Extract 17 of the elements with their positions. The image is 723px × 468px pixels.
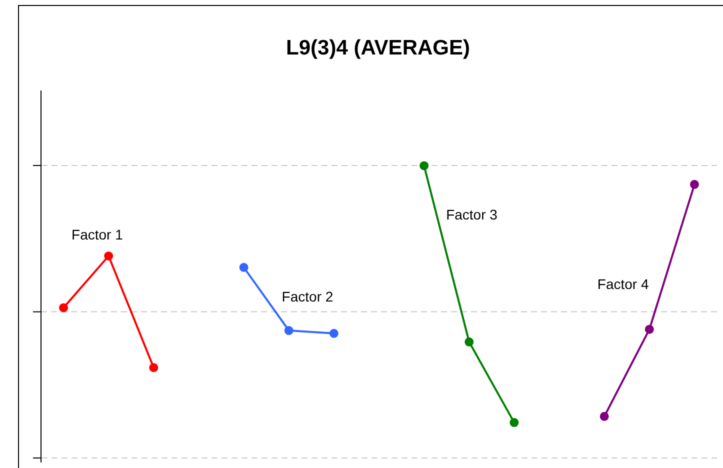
point bbox=[284, 326, 294, 336]
point bbox=[420, 161, 429, 170]
point bbox=[149, 363, 158, 372]
point bbox=[510, 418, 519, 428]
point bbox=[239, 262, 248, 272]
chart-title: L9(3)4 (AVERAGE) bbox=[286, 36, 470, 60]
point bbox=[644, 324, 654, 334]
series-label: Factor 1 bbox=[72, 226, 124, 243]
point bbox=[329, 328, 338, 338]
point bbox=[600, 412, 609, 421]
series-label: Factor 4 bbox=[597, 276, 649, 292]
point bbox=[104, 252, 114, 260]
series-label: Factor 2 bbox=[282, 288, 334, 304]
point bbox=[690, 180, 699, 189]
point bbox=[464, 337, 474, 346]
series-label: Factor 3 bbox=[446, 206, 498, 223]
point bbox=[59, 303, 68, 312]
